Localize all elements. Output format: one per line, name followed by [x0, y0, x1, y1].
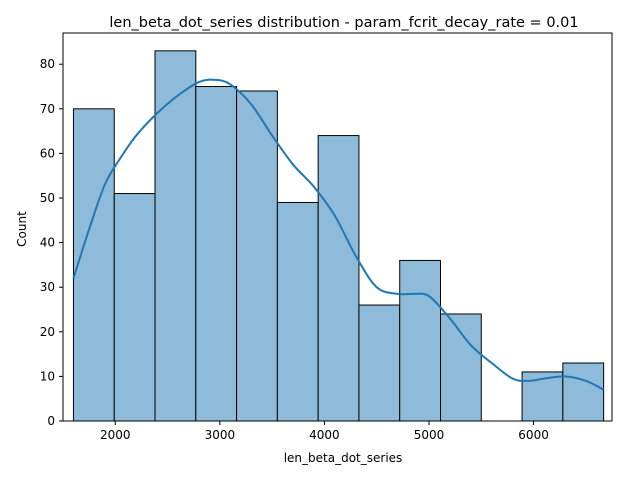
- x-tick-label: 6000: [518, 428, 549, 442]
- x-tick-label: 5000: [414, 428, 445, 442]
- x-axis-ticks: 2000 3000 4000 5000 6000: [100, 421, 549, 442]
- histogram-bar-2: [154, 50, 197, 422]
- histogram-bar-7: [358, 304, 401, 422]
- histogram-bar-3: [195, 86, 238, 422]
- histogram-bar-8: [399, 259, 442, 422]
- y-tick-label: 80: [40, 57, 55, 71]
- y-axis-label: Count: [15, 211, 29, 247]
- x-tick-label: 2000: [100, 428, 131, 442]
- x-tick-label: 3000: [205, 428, 236, 442]
- y-tick-label: 40: [40, 236, 55, 250]
- x-tick-label: 4000: [309, 428, 340, 442]
- y-tick-label: 60: [40, 146, 55, 160]
- y-tick-label: 20: [40, 325, 55, 339]
- chart-title: len_beta_dot_series distribution - param…: [109, 15, 578, 31]
- histogram-bar-5: [276, 201, 319, 422]
- histogram-bar-1: [113, 193, 156, 422]
- histogram-bar-0: [72, 108, 115, 422]
- histogram-bar-12: [562, 362, 605, 422]
- y-tick-label: 50: [40, 191, 55, 205]
- histogram-bar-4: [236, 90, 278, 422]
- y-tick-label: 10: [40, 369, 55, 383]
- bars-group: [72, 50, 605, 422]
- x-axis-label: len_beta_dot_series: [284, 451, 403, 465]
- y-tick-label: 70: [40, 102, 55, 116]
- y-axis-ticks: 0 10 20 30 40 50 60 70 80: [40, 57, 63, 428]
- histogram-bar-9: [440, 313, 482, 422]
- y-tick-label: 30: [40, 280, 55, 294]
- y-tick-label: 0: [47, 414, 55, 428]
- histogram-bar-6: [317, 135, 360, 422]
- kde-curve: [72, 78, 605, 391]
- plot-frame: [62, 32, 613, 422]
